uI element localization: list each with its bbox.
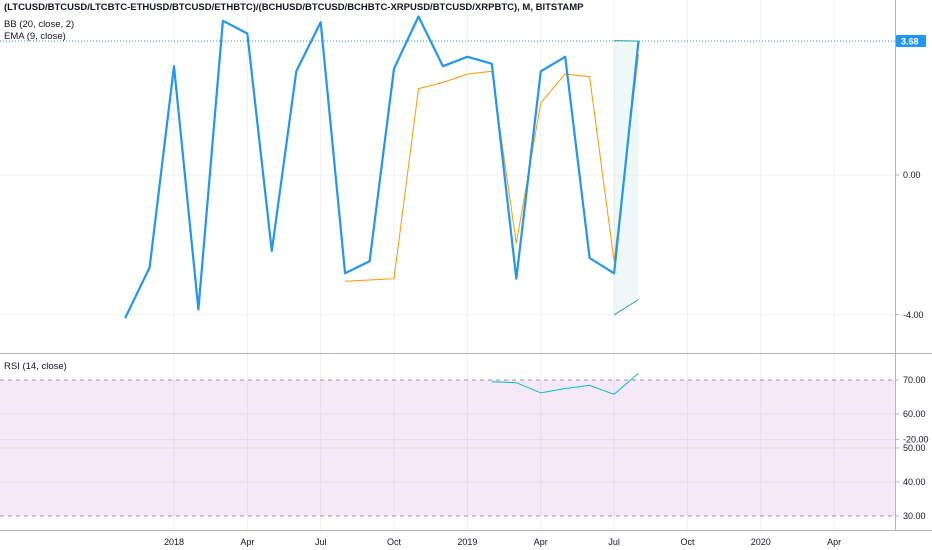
legend-ema[interactable]: EMA (9, close) [4,31,66,42]
price-lines [124,15,640,319]
rsi-tick-label: 60.00 [903,409,926,419]
x-tick-label: 2020 [751,537,771,547]
y-tick-label: -20.00 [903,434,929,444]
grid [0,0,895,530]
chart-title: (LTCUSD/BTCUSD/LTCBTC-ETHUSD/BTCUSD/ETHB… [4,2,584,13]
x-tick-label: Apr [240,537,254,547]
x-tick-label: 2018 [164,537,184,547]
x-tick-label: Oct [387,537,402,547]
ema-line [345,54,639,282]
rsi-tick-label: 70.00 [903,375,926,385]
x-tick-label: Apr [827,537,841,547]
last-price-badge [896,34,926,47]
x-tick-label: Jul [608,537,620,547]
tick-labels: 2018AprJulOct2019AprJulOct2020Apr50.0010… [164,36,929,547]
x-tick-label: 2019 [457,537,477,547]
rsi-line [491,372,639,395]
bb-lower-line [613,299,639,316]
rsi-tick-label: 50.00 [903,443,926,453]
price-line [124,15,640,319]
last-price-label: 3.68 [901,36,919,46]
y-tick-label: -4.00 [903,310,924,320]
y-tick-label: 0.00 [903,170,921,180]
rsi-lines [491,372,639,395]
axes [0,0,932,531]
legend-bb[interactable]: BB (20, close, 2) [4,19,75,30]
x-tick-label: Jul [315,537,327,547]
x-tick-label: Apr [534,537,548,547]
x-tick-label: Oct [680,537,695,547]
rsi-tick-label: 30.00 [903,511,926,521]
legend-rsi[interactable]: RSI (14, close) [4,361,67,372]
rsi-band-fill [0,380,895,516]
rsi-tick-label: 40.00 [903,477,926,487]
